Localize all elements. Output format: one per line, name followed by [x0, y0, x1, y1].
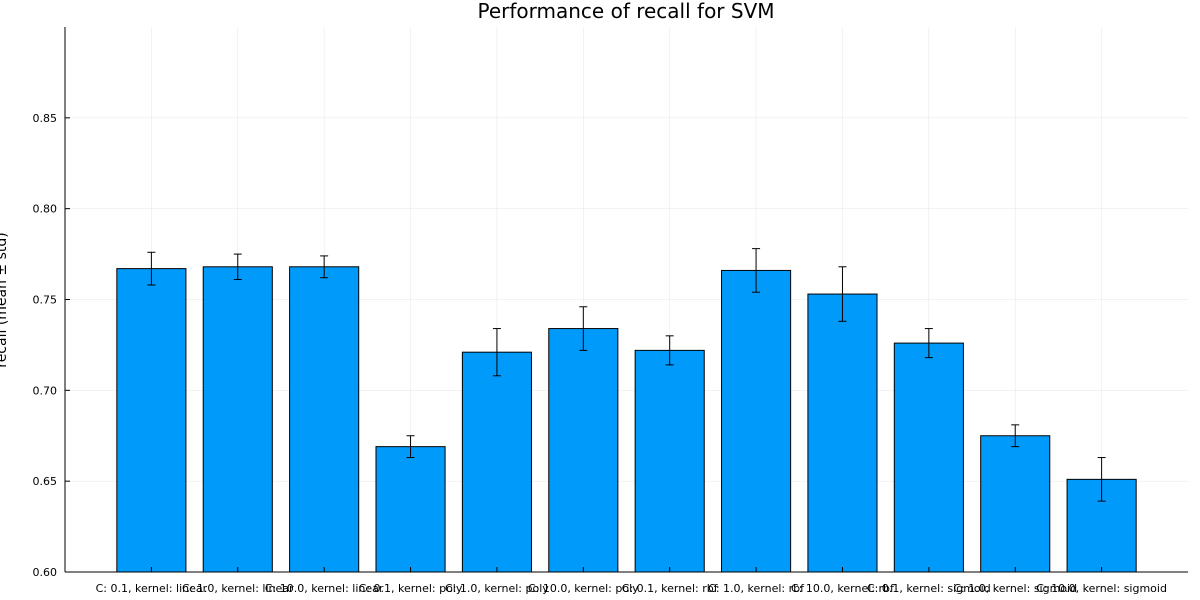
x-tick-label: C: 0.1, kernel: linear: [96, 582, 208, 595]
bar: [807, 293, 878, 573]
y-axis-label: recall (mean ± std): [0, 232, 10, 368]
y-tick-labels: 0.60 0.65 0.70 0.75 0.80 0.85: [33, 112, 58, 579]
x-tick-label: C: 10.0, kernel: sigmoid: [1036, 582, 1167, 595]
y-tick-label: 0.80: [33, 203, 58, 216]
y-tick-label: 0.70: [33, 384, 58, 397]
bar: [461, 351, 532, 573]
bar: [116, 268, 187, 573]
x-tick-label: C: 10.0, kernel: rbf: [791, 582, 895, 595]
bar: [375, 446, 446, 573]
axes: [64, 27, 1188, 573]
chart-title: Performance of recall for SVM: [477, 0, 774, 23]
x-tick-label: C: 1.0, kernel: poly: [445, 582, 549, 595]
x-tick-label: C: 0.1, kernel: rbf: [622, 582, 719, 595]
bars: [116, 266, 1137, 573]
x-tick-label: C: 1.0, kernel: sigmoid: [953, 582, 1077, 595]
x-tick-label: C: 1.0, kernel: rbf: [708, 582, 805, 595]
bar: [893, 342, 964, 573]
y-tick-label: 0.85: [33, 112, 58, 125]
bar: [980, 435, 1051, 573]
bar: [202, 266, 273, 573]
x-tick-label: C: 0.1, kernel: sigmoid: [867, 582, 991, 595]
bar: [634, 349, 705, 573]
y-tick-label: 0.60: [33, 566, 58, 579]
x-tick-label: C: 10.0, kernel: poly: [528, 582, 639, 595]
y-tick-label: 0.75: [33, 294, 58, 307]
bar: [289, 266, 360, 573]
x-tick-label: C: 0.1, kernel: poly: [359, 582, 463, 595]
bar: [548, 328, 619, 573]
x-tick-label: C: 10.0, kernel: linear: [265, 582, 384, 595]
error-bars: [147, 248, 1106, 502]
y-tick-label: 0.65: [33, 475, 58, 488]
x-tick-label: C: 1.0, kernel: linear: [182, 582, 294, 595]
bar: [721, 269, 792, 573]
